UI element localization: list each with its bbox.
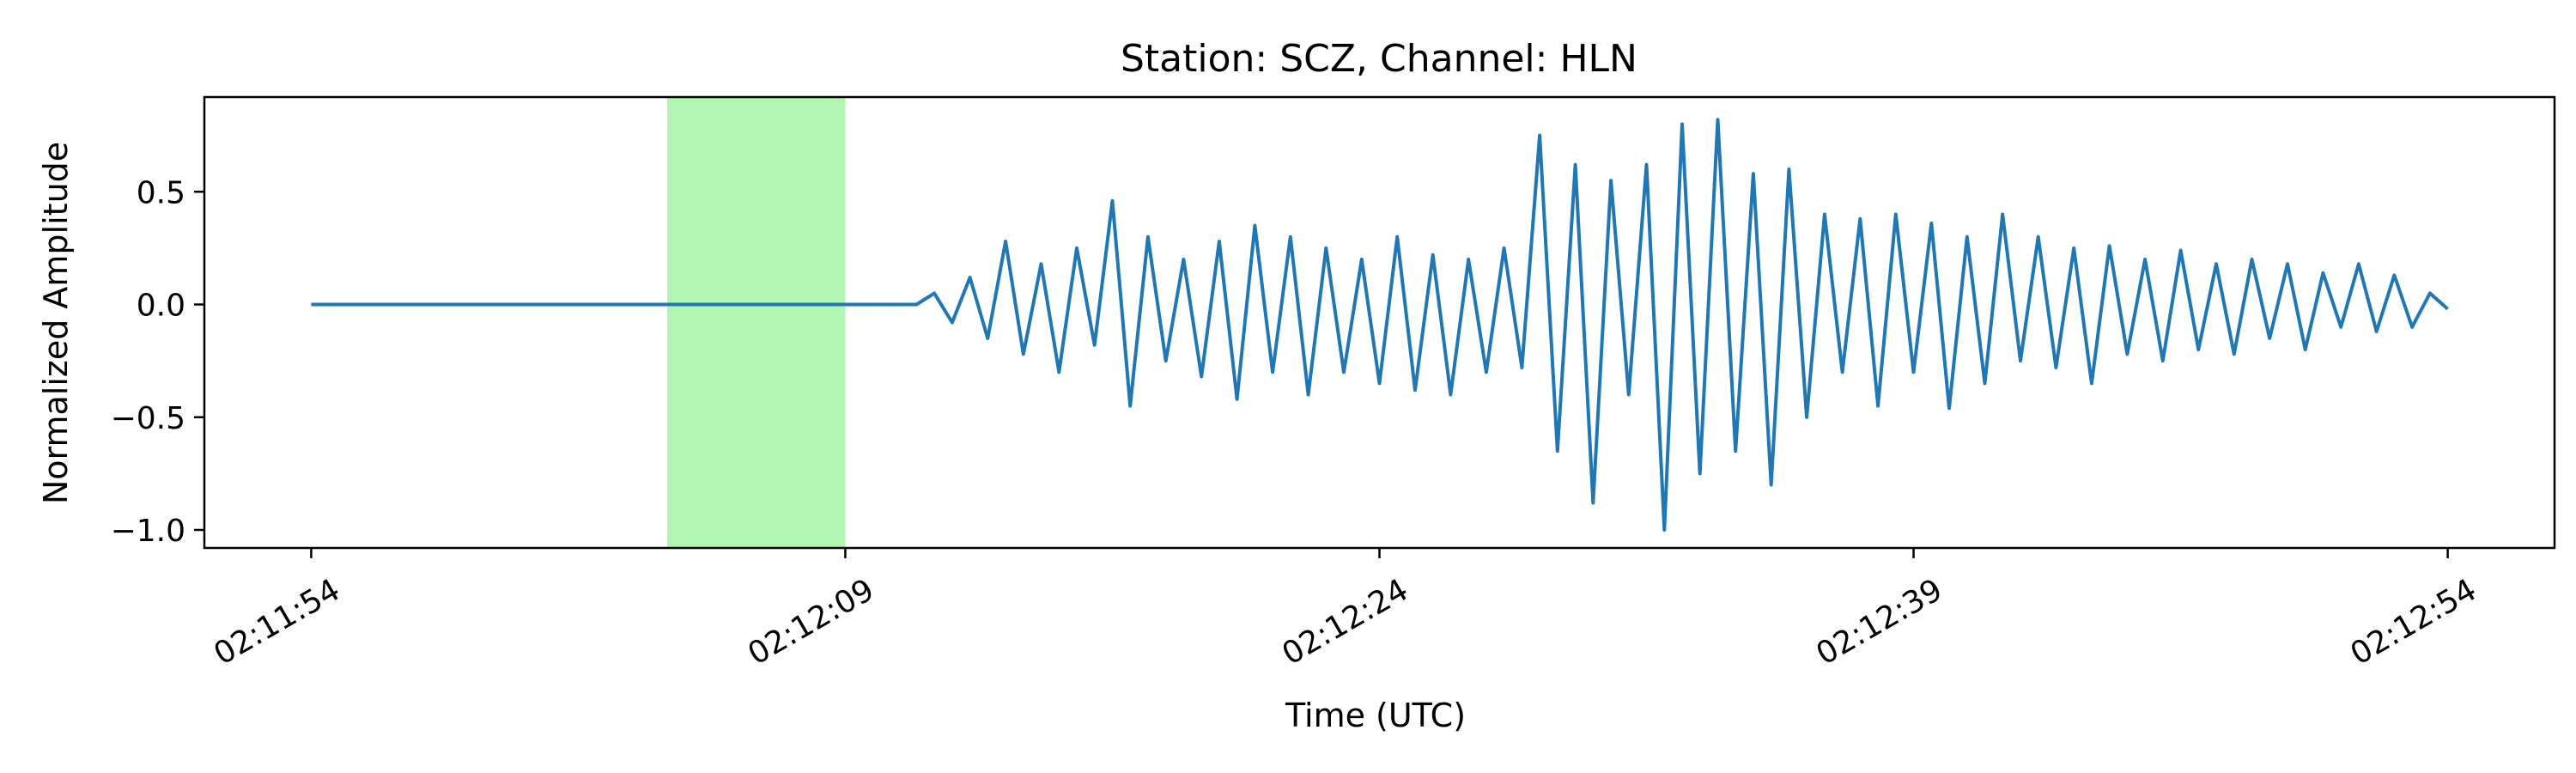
x-tick-label: 02:12:54 xyxy=(2345,572,2483,672)
plot-layer xyxy=(311,97,2449,548)
highlight-window xyxy=(667,97,846,548)
chart-title: Station: SCZ, Channel: HLN xyxy=(1121,37,1637,81)
y-axis: 0.5 0.0 −0.5 −1.0 xyxy=(111,175,204,549)
x-axis-label: Time (UTC) xyxy=(1285,697,1466,734)
y-tick-label: −0.5 xyxy=(111,401,185,436)
x-tick-label: 02:12:39 xyxy=(1811,572,1949,672)
x-tick-label: 02:12:24 xyxy=(1276,572,1414,672)
x-tick-label: 02:11:54 xyxy=(208,572,346,672)
y-tick-label: −1.0 xyxy=(111,514,185,549)
y-axis-label: Normalized Amplitude xyxy=(37,142,75,504)
y-tick-label: 0.5 xyxy=(137,175,185,210)
axes-frame xyxy=(203,95,2556,550)
y-tick-label: 0.0 xyxy=(137,289,185,324)
x-tick-label: 02:12:09 xyxy=(742,572,880,672)
waveform-series-line xyxy=(311,118,2449,532)
x-axis: 02:11:54 02:12:09 02:12:24 02:12:39 02:12:54 xyxy=(208,548,2482,673)
